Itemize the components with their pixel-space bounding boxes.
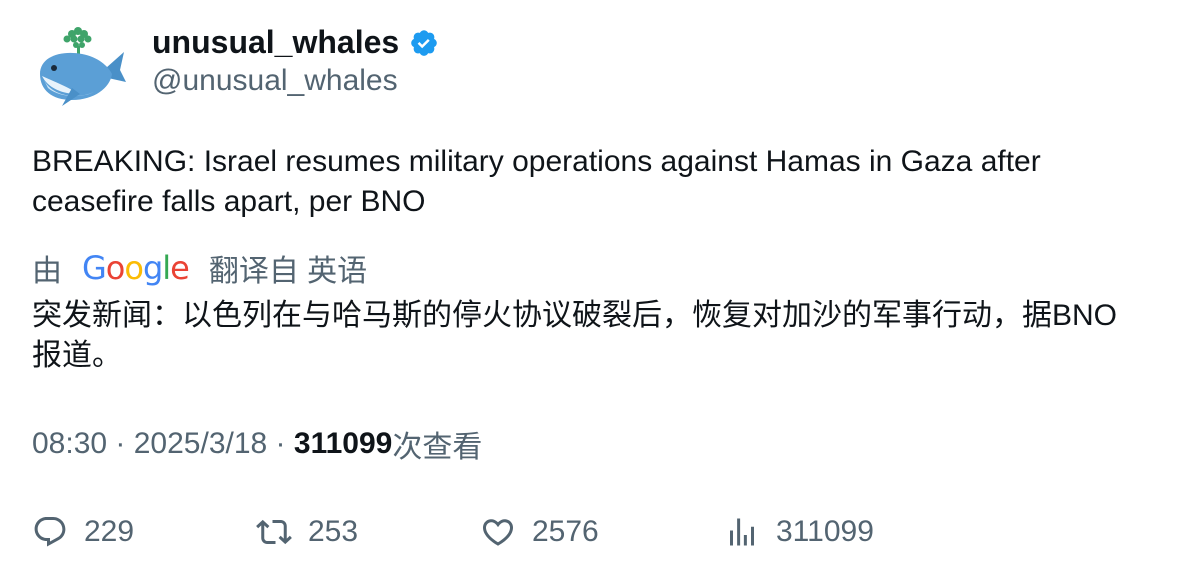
translation-prefix: 由 (32, 255, 62, 288)
retweet-icon (256, 519, 292, 545)
views-action-count: 311099 (776, 515, 874, 548)
reply-count: 229 (84, 515, 135, 548)
tweet-time[interactable]: 08:30 (32, 427, 108, 460)
reply-button[interactable]: 229 (32, 510, 134, 554)
reply-icon (34, 517, 66, 547)
translation-suffix: 翻译自 英语 (208, 255, 368, 288)
meta-separator: · (267, 427, 294, 460)
tweet-meta: 08:30 · 2025/3/18 · 311099 次查看 (32, 424, 482, 464)
like-button[interactable]: 2576 (480, 510, 599, 554)
views-suffix: 次查看 (392, 431, 483, 464)
like-count: 2576 (532, 515, 599, 548)
google-logo: Google (82, 249, 190, 287)
heart-icon (482, 519, 514, 546)
tweet-text: BREAKING: Israel resumes military operat… (32, 145, 1041, 218)
views-chart-icon (730, 518, 754, 546)
author-handle[interactable]: @unusual_whales (152, 64, 398, 97)
retweet-button[interactable]: 253 (256, 510, 358, 554)
meta-separator: · (107, 427, 134, 460)
whale-avatar-icon[interactable] (32, 22, 128, 118)
views-button[interactable]: 311099 (724, 510, 874, 554)
translated-text: 突发新闻：以色列在与哈马斯的停火协议破裂后，恢复对加沙的军事行动，据BNO报道。 (32, 299, 1118, 372)
author-display-name[interactable]: unusual_whales (152, 24, 400, 60)
tweet-actions: 229 253 2576 311099 (0, 510, 1196, 554)
tweet-date[interactable]: 2025/3/18 (133, 427, 268, 460)
verified-badge-icon[interactable] (409, 28, 439, 58)
views-count: 311099 (293, 427, 393, 460)
retweet-count: 253 (308, 515, 359, 548)
author-name-row[interactable]: unusual_whales (152, 22, 439, 62)
translation-attribution[interactable]: 由 Google 翻译自 英语 (32, 248, 367, 288)
